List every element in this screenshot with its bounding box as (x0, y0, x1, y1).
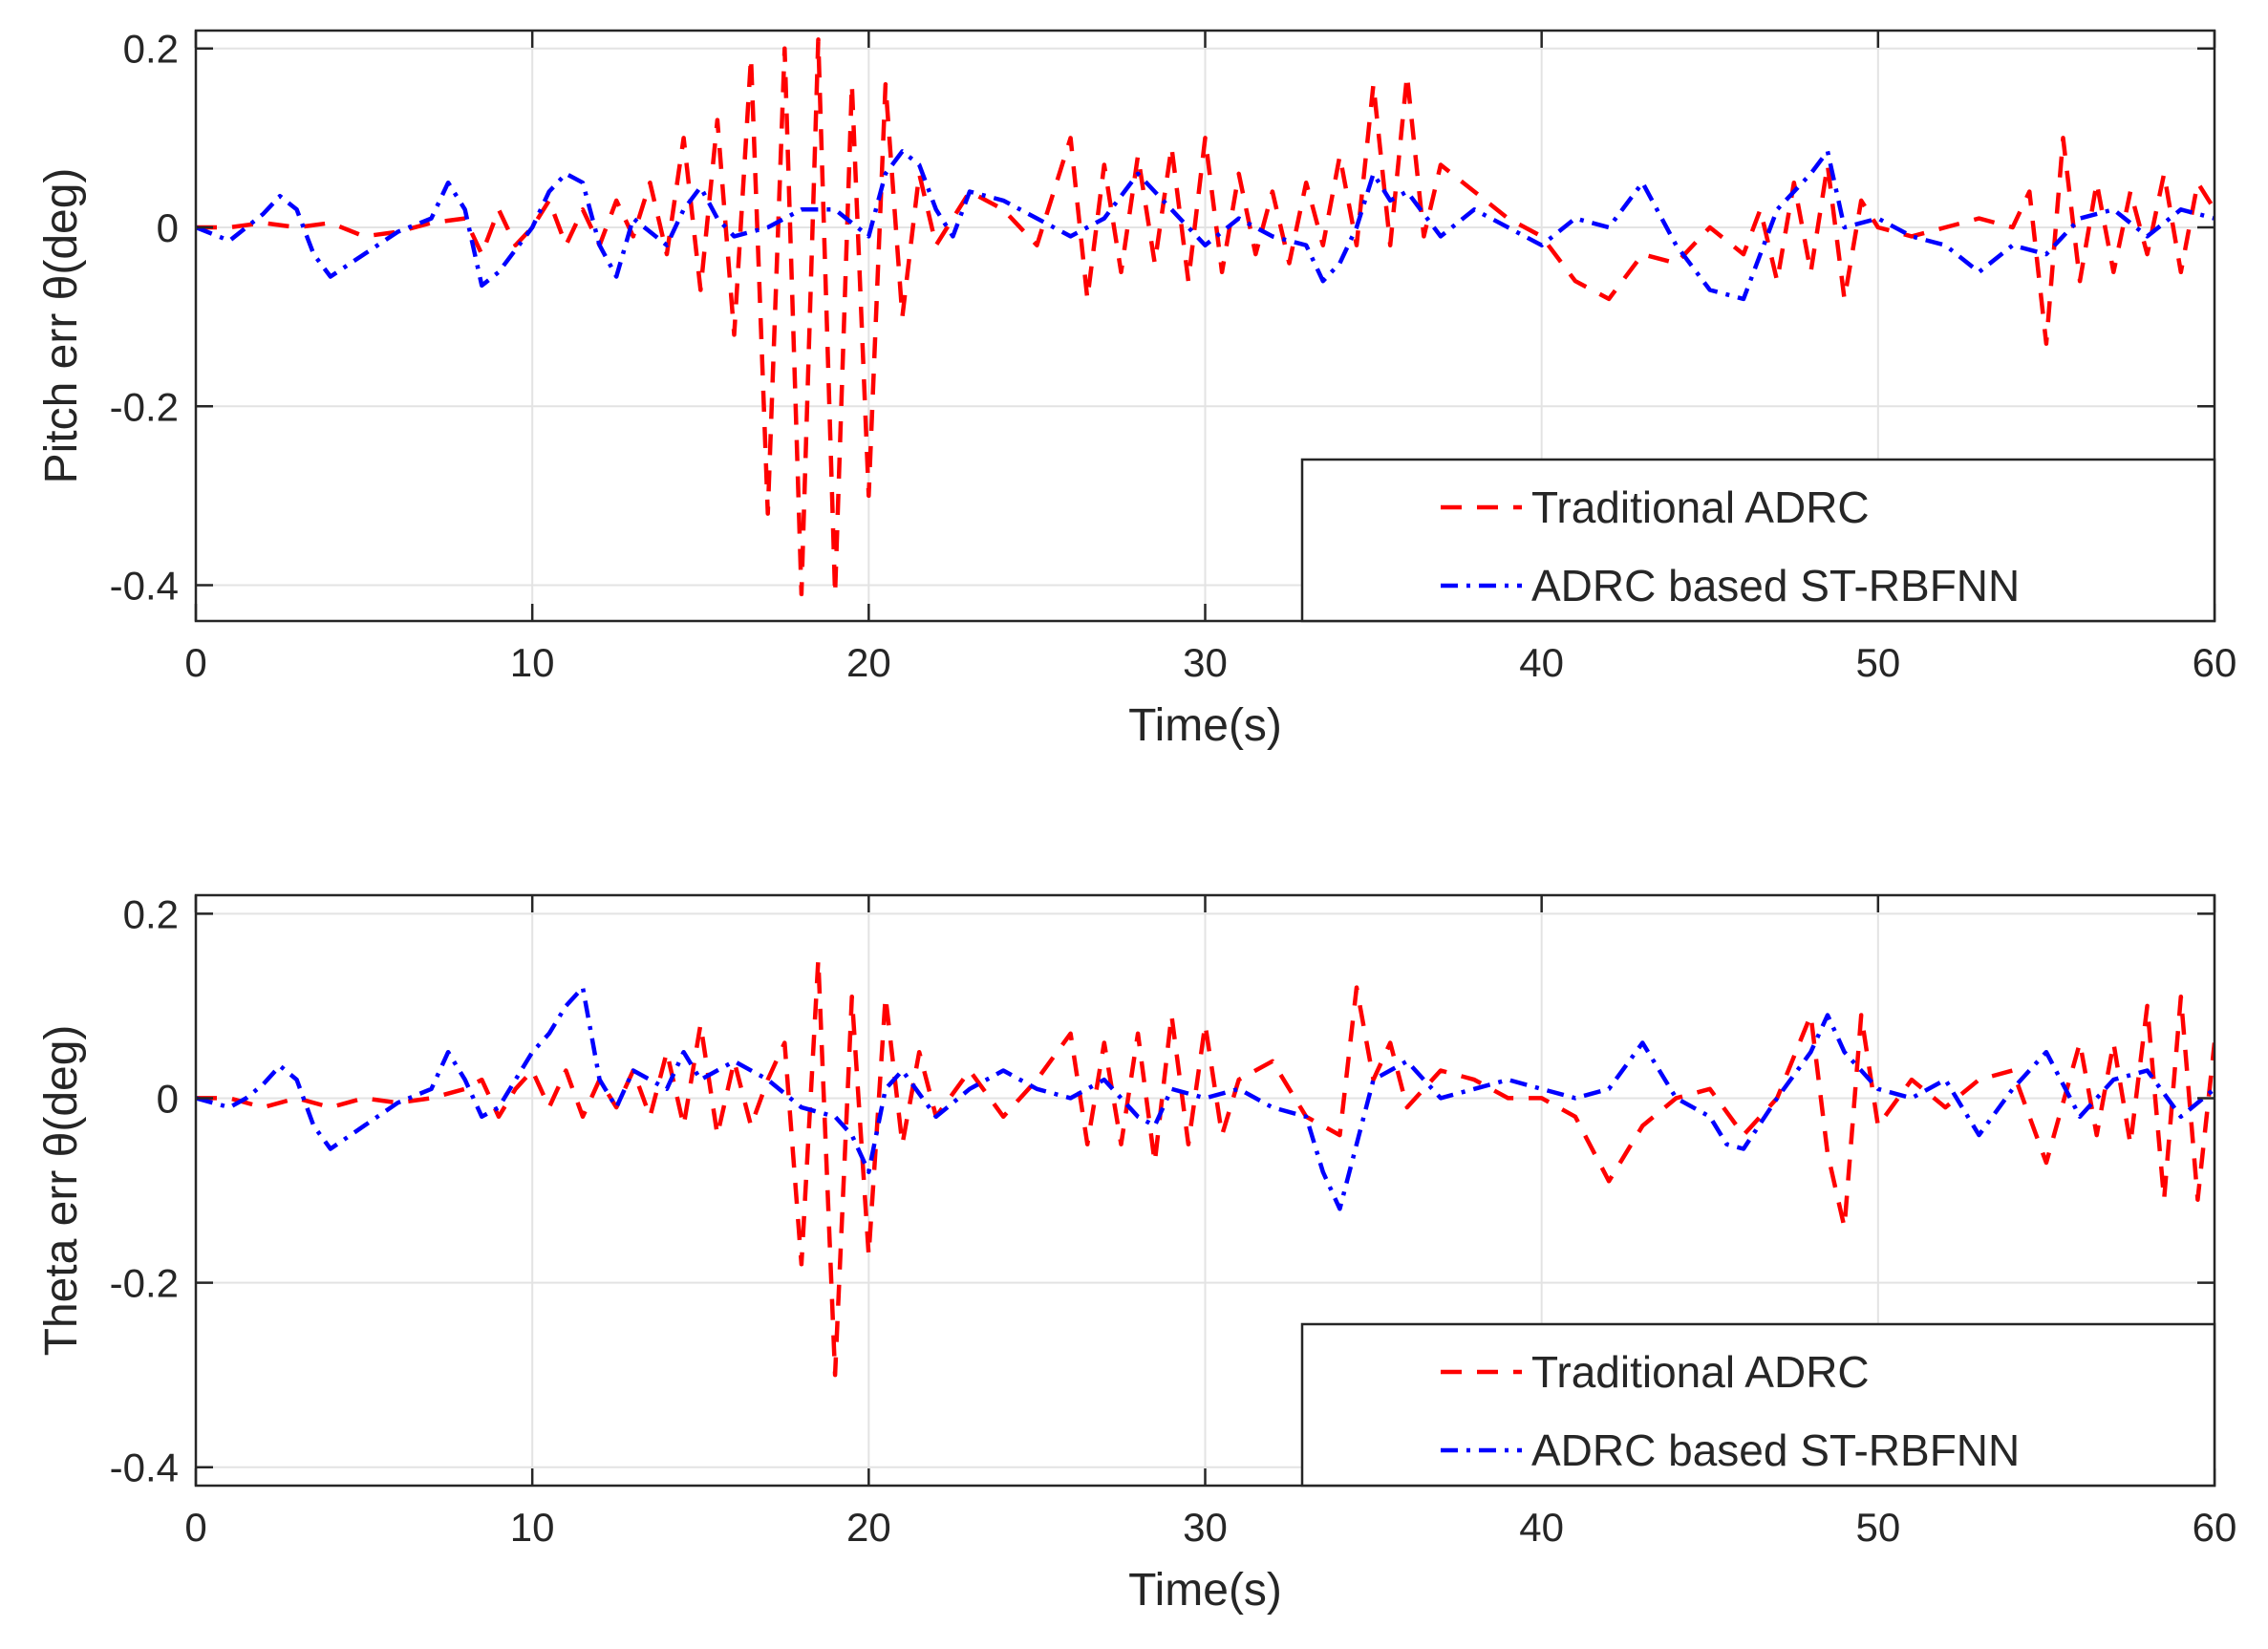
legend-label: ADRC based ST-RBFNN (1531, 561, 2020, 610)
legend: Traditional ADRC ADRC based ST-RBFNN (1300, 1322, 2216, 1488)
x-tick-label: 60 (2193, 640, 2237, 685)
legend-label: ADRC based ST-RBFNN (1531, 1425, 2020, 1475)
x-tick-label: 10 (510, 1505, 555, 1550)
y-tick-label: -0.4 (110, 1446, 179, 1490)
series-line-traditional-adrc (196, 37, 2215, 597)
y-axis-label: Pitch err θ(deg) (36, 168, 87, 484)
y-tick-label: 0 (157, 205, 179, 250)
y-tick-label: 0.2 (123, 27, 179, 72)
x-tick-label: 50 (1855, 640, 1900, 685)
x-axis-label: Time(s) (1128, 1565, 1282, 1616)
x-tick-label: 30 (1183, 1505, 1228, 1550)
chart-panel-1: 0 10 20 30 40 50 60 0.2 0 -0.2 -0.4 Time(s) Pitch er… (36, 27, 2236, 751)
x-tick-label: 60 (2193, 1505, 2237, 1550)
y-tick-label: -0.4 (110, 564, 179, 609)
x-axis-label: Time(s) (1128, 700, 1282, 751)
x-tick-label: 20 (846, 640, 891, 685)
y-tick-label: -0.2 (110, 1261, 179, 1306)
y-tick-label: -0.2 (110, 384, 179, 429)
x-tick-label: 40 (1519, 1505, 1564, 1550)
x-tick-label: 30 (1183, 640, 1228, 685)
legend-label: Traditional ADRC (1531, 482, 1870, 532)
x-tick-label: 20 (846, 1505, 891, 1550)
series-line-traditional-adrc (196, 957, 2215, 1378)
series-line-adrc-st-rbfnn (196, 985, 2215, 1211)
legend-label: Traditional ADRC (1531, 1347, 1870, 1397)
chart-panel-2: 0 10 20 30 40 50 60 0.2 0 -0.2 -0.4 Time(s) Theta er… (36, 891, 2236, 1616)
legend-box (1300, 1322, 2216, 1488)
legend: Traditional ADRC ADRC based ST-RBFNN (1300, 458, 2216, 623)
y-tick-label: 0.2 (123, 891, 179, 936)
legend-box (1300, 458, 2216, 623)
y-axis-label: Theta err θ(deg) (36, 1025, 87, 1357)
series-line-adrc-st-rbfnn (196, 149, 2215, 302)
x-tick-label: 0 (184, 640, 206, 685)
x-tick-label: 0 (184, 1505, 206, 1550)
x-tick-label: 50 (1855, 1505, 1900, 1550)
x-tick-label: 10 (510, 640, 555, 685)
y-tick-label: 0 (157, 1076, 179, 1121)
x-tick-label: 40 (1519, 640, 1564, 685)
